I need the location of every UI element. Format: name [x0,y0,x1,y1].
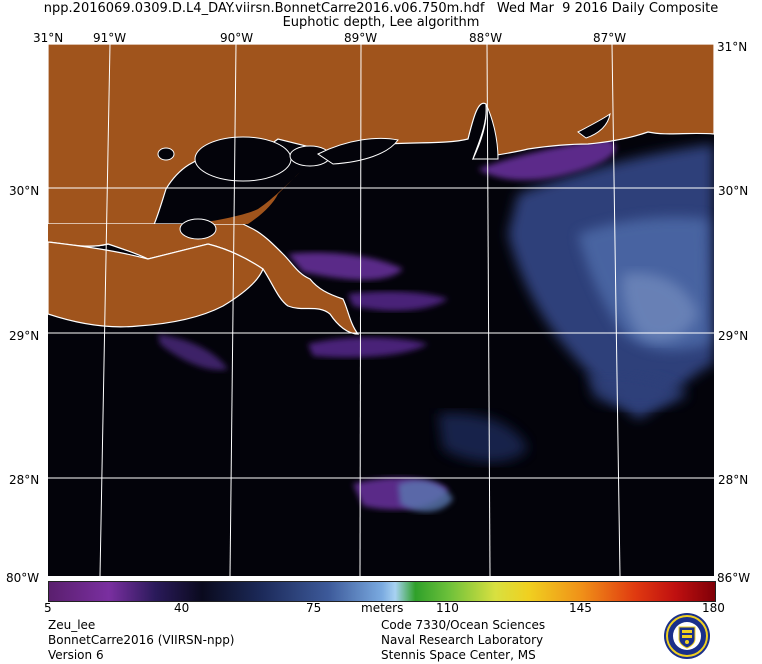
lon-label-top: 90°W [220,31,254,45]
corner-label-top-left: 31°N [33,31,64,45]
colorbar-tick: 75 [306,601,322,615]
product-name: Zeu_lee [48,618,96,632]
lake-maurepas [157,147,175,161]
lon-label-top: 91°W [93,31,127,45]
footer-right: Code 7330/Ocean Sciences Naval Research … [381,618,545,663]
map-subtitle: Euphotic depth, Lee algorithm [282,15,480,30]
color-scale-bar [48,581,716,602]
lon-label-top: 88°W [469,31,503,45]
land-coastal-plain [48,169,303,242]
clear-patch-south [398,480,453,512]
euphotic-depth-field [158,139,714,512]
lat-label-left: 30°N [9,184,40,198]
lat-label-left: 29°N [9,329,40,343]
colorbar-tick: 40 [174,601,190,615]
lake-pontchartrain [194,136,292,182]
lat-label-right: 28°N [718,473,749,487]
lon-label-top: 89°W [344,31,378,45]
land-mass [48,44,714,335]
turbid-plume-east [478,139,616,181]
graticule [48,44,714,576]
colorbar-tick: 180 [702,601,725,615]
land-southwest [48,241,264,328]
org-location: Stennis Space Center, MS [381,648,536,662]
colorbar-tick: 110 [436,601,459,615]
colorbar-units: meters [361,601,404,615]
nrl-seal-logo [664,613,710,659]
colorbar-tick: 145 [569,601,592,615]
lake-salvador [179,218,217,240]
turbid-plume-offshore [308,337,428,358]
corner-label-bottom-right: 86°W [717,571,751,585]
footer-left: Zeu_lee BonnetCarre2016 (VIIRSN-npp) Ver… [48,618,235,663]
turbid-plume-south [348,291,448,311]
colorbar-tick: 5 [44,601,52,615]
version-label: Version 6 [48,648,104,662]
org-name: Naval Research Laboratory [381,633,544,647]
map-title: npp.2016069.0309.D.L4_DAY.viirsn.BonnetC… [43,1,719,16]
map-svg [48,44,714,576]
mobile-bay [472,103,499,160]
lat-label-right: 29°N [718,329,749,343]
turbid-plume-river-mouth [288,252,403,280]
org-code: Code 7330/Ocean Sciences [381,618,546,632]
clear-water-eddy [622,273,698,342]
corner-label-top-right: 31°N [717,40,748,54]
mississippi-sound [317,137,399,165]
deep-water-patch [438,413,528,463]
offshore-water-strip [588,372,688,409]
lon-label-top: 87°W [593,31,627,45]
lat-label-right: 30°N [718,184,749,198]
corner-label-bottom-left: 80°W [6,571,40,585]
turbid-plume-west [158,334,228,370]
pensacola-bay [577,112,611,139]
dataset-name: BonnetCarre2016 (VIIRSN-npp) [48,633,235,647]
map-panel[interactable] [48,44,714,576]
lat-label-left: 28°N [9,473,40,487]
